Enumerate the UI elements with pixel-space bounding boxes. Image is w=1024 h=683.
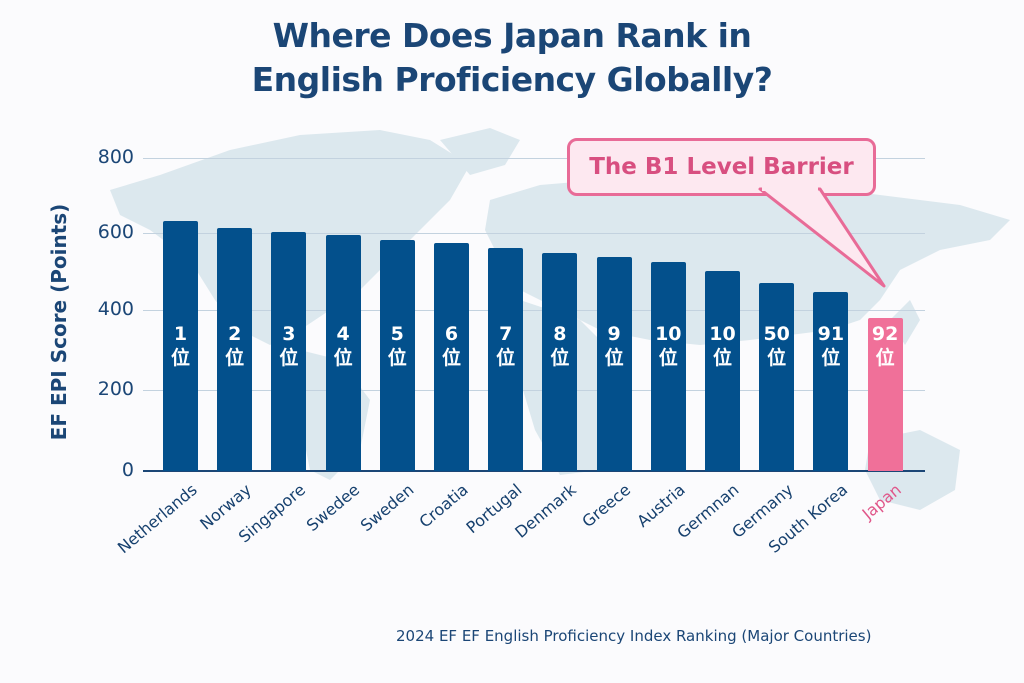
bar-austria[interactable]: 10 位 <box>650 261 686 471</box>
rank-label: 10 位 <box>655 323 682 369</box>
y-tick-label: 400 <box>97 298 134 320</box>
gridline <box>143 158 925 159</box>
title-line-2: English Proficiency Globally? <box>251 60 773 99</box>
bar-germany[interactable]: 50 位 <box>759 283 795 471</box>
title-line-1: Where Does Japan Rank in <box>272 16 752 55</box>
gridline <box>143 233 925 234</box>
y-tick-label: 200 <box>97 378 134 400</box>
x-axis-baseline <box>143 470 925 472</box>
annotation-callout: The B1 Level Barrier <box>567 138 876 196</box>
source-caption: 2024 EF EF English Proficiency Index Ran… <box>396 627 872 645</box>
chart-title: Where Does Japan Rank in English Profici… <box>0 14 1024 102</box>
rank-label: 50 位 <box>763 322 790 369</box>
gridline <box>143 390 925 391</box>
rank-label: 92 位 <box>871 323 899 369</box>
y-tick-label: 0 <box>121 459 134 481</box>
bar-south-korea[interactable]: 91 位 <box>813 291 849 471</box>
y-tick-label: 800 <box>97 146 134 168</box>
rank-label: 10 位 <box>709 322 736 369</box>
rank-label: 91 位 <box>817 322 845 369</box>
gridline <box>143 310 925 311</box>
bar-germnan[interactable]: 10 位 <box>705 271 740 471</box>
y-tick-label: 600 <box>97 221 134 243</box>
bar-japan[interactable]: 92 位 <box>867 318 903 471</box>
